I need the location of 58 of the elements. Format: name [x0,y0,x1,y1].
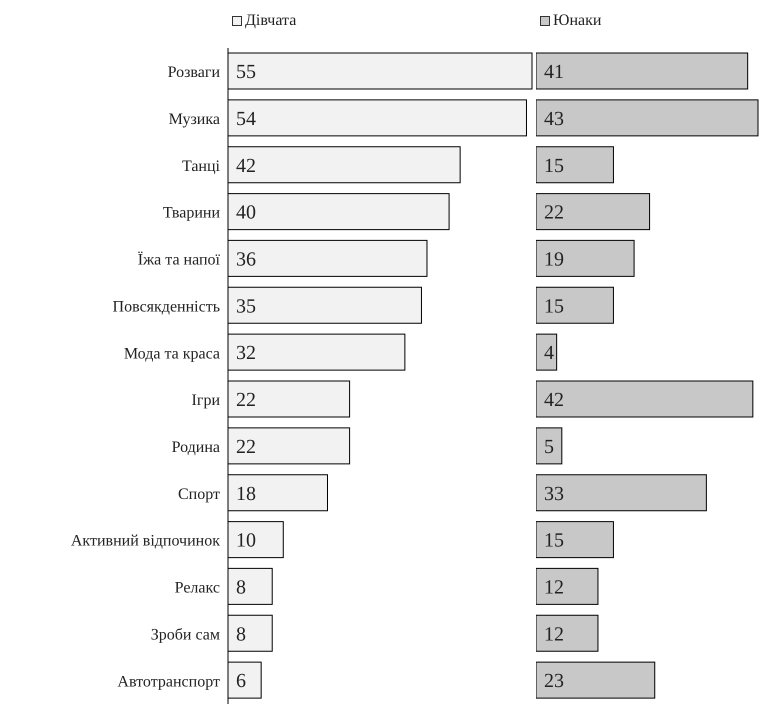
data-label: 15 [544,530,564,552]
bar [536,146,614,184]
data-label: 5 [544,436,554,458]
data-label: 15 [544,154,564,177]
data-label: 41 [544,61,564,84]
data-label: 42 [236,154,256,177]
bar [536,240,635,277]
bar [536,662,656,699]
bar [536,99,758,136]
data-label: 22 [236,436,256,458]
y-tick-label: Активний відпочинок [70,532,220,550]
series-label: Дівчата [245,12,296,30]
data-label: 4 [544,342,554,364]
bar [536,193,650,230]
data-label: 12 [544,576,564,599]
legend-label: Юнаки [553,12,602,30]
y-tick-label: Танці [182,158,221,175]
bar [536,334,558,371]
data-label: 12 [544,623,564,646]
y-tick-label: Мода та краса [124,345,220,362]
y-tick-label: Релакс [174,580,220,597]
data-label: 22 [236,389,256,412]
y-tick-label: Розваги [168,64,220,82]
y-tick-label: Тварини [162,204,220,222]
data-label: 55 [236,61,256,84]
data-label: 6 [236,670,246,692]
data-label: 8 [236,623,246,646]
data-label: 54 [236,108,256,130]
bar [536,52,748,90]
bar [536,427,562,464]
data-label: 43 [544,108,564,130]
bar [536,380,754,418]
bar [536,474,707,512]
data-label: 40 [236,202,256,224]
bar [536,568,598,605]
y-tick-label: Повсякденність [112,298,220,316]
data-label: 10 [236,530,256,552]
y-tick-label: Музика [168,110,220,128]
y-tick-label: Спорт [178,486,220,503]
y-tick-label: Зроби сам [150,626,220,644]
data-label: 32 [236,342,256,364]
data-label: 22 [544,202,564,224]
data-label: 23 [544,670,564,692]
bar [536,286,614,324]
bar [536,614,598,652]
bar [536,521,614,558]
y-tick-label: Ігри [192,392,220,410]
y-tick-label: Родина [172,438,220,456]
data-label: 15 [544,295,564,318]
data-label: 8 [236,576,246,599]
data-label: 33 [544,482,564,505]
y-tick-label: Їжа та напої [138,250,221,269]
data-label: 19 [544,248,564,271]
data-label: 42 [544,389,564,412]
y-tick-label: Автотранспорт [117,673,220,690]
data-label: 36 [236,248,256,271]
data-label: 35 [236,295,256,318]
data-label: 18 [236,482,256,505]
